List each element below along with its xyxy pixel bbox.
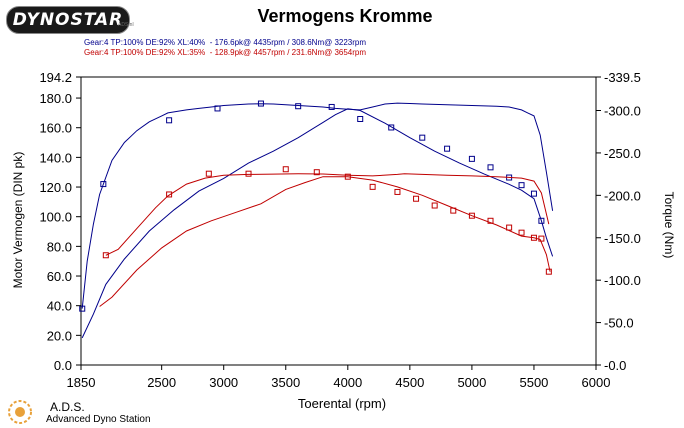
series-3-marker — [102, 252, 109, 259]
x-tick-label: 4500 — [395, 375, 424, 390]
x-tick-label: 2500 — [147, 375, 176, 390]
series-1-marker — [257, 100, 264, 107]
run-legend-2: Gear:4 TP:100% DE:92% XL:35% - 128.9pk@ … — [84, 48, 367, 57]
x-axis-label: Toerental (rpm) — [298, 396, 386, 411]
x-tick-label: 4000 — [333, 375, 362, 390]
series-line-2 — [81, 108, 554, 339]
series-2-marker — [357, 115, 364, 122]
series-4-marker — [450, 207, 457, 214]
series-3-marker — [205, 170, 212, 177]
series-4-marker — [487, 217, 494, 224]
series-1-marker — [79, 305, 86, 312]
series-3-marker — [282, 166, 289, 173]
run-legend-1: Gear:4 TP:100% DE:92% XL:40% - 176.6pk@ … — [84, 38, 367, 47]
x-tick-label: 1850 — [67, 375, 96, 390]
y-left-tick-label: 60.0 — [47, 269, 72, 284]
x-tick-label: 3500 — [271, 375, 300, 390]
series-4-marker — [468, 212, 475, 219]
y-axis-left-label: Motor Vermogen (DIN pk) — [11, 152, 25, 289]
series-4-marker — [506, 224, 513, 231]
y-left-tick-label: 80.0 — [47, 239, 72, 254]
series-2-marker — [530, 190, 537, 197]
y-left-tick-label: 0.0 — [54, 358, 72, 373]
series-line-4 — [99, 176, 551, 307]
series-1-marker — [214, 105, 221, 112]
y-right-tick-label: -250.0 — [604, 146, 641, 161]
series-4-marker — [545, 268, 552, 275]
series-4-marker — [344, 173, 351, 180]
y-right-tick-label: -150.0 — [604, 231, 641, 246]
y-left-tick-label: 40.0 — [47, 299, 72, 314]
series-line-1 — [81, 102, 554, 309]
y-right-tick-label: -50.0 — [604, 316, 634, 331]
y-left-tick-label: 100.0 — [39, 210, 72, 225]
series-4-marker — [394, 188, 401, 195]
x-tick-label: 3000 — [209, 375, 238, 390]
y-left-tick-label: 180.0 — [39, 91, 72, 106]
series-2-marker — [468, 155, 475, 162]
plot-area — [80, 76, 597, 366]
series-4-marker — [369, 183, 376, 190]
ads-logo-icon — [8, 400, 32, 424]
series-1-marker — [100, 181, 107, 188]
series-line-3 — [105, 173, 550, 256]
plot-frame — [80, 76, 597, 366]
x-tick-label: 5500 — [519, 375, 548, 390]
series-layer — [79, 100, 554, 339]
y-left-tick-label: 120.0 — [39, 180, 72, 195]
series-2-marker — [487, 164, 494, 171]
y-left-tick-label: 194.2 — [39, 70, 72, 85]
series-4-marker — [431, 202, 438, 209]
y-right-tick-label: -300.0 — [604, 104, 641, 119]
y-right-tick-label: -0.0 — [604, 358, 626, 373]
axes: 1850 2500 3000 3500 4000 4500 5000 5500 6000 0.0 2… — [39, 70, 640, 390]
series-3-marker — [313, 169, 320, 176]
dynostar-logo: DYNOSTAR — [6, 6, 130, 34]
y-left-tick-label: 20.0 — [47, 328, 72, 343]
x-tick-label: 6000 — [582, 375, 611, 390]
y-left-tick-label: 160.0 — [39, 121, 72, 136]
series-4-marker — [413, 195, 420, 202]
series-3-marker — [166, 191, 173, 198]
series-2-marker — [444, 145, 451, 152]
logo-text: DYNOSTAR — [12, 10, 124, 30]
series-1-marker — [328, 103, 335, 110]
y-right-tick-label: -100.0 — [604, 273, 641, 288]
series-4-marker — [530, 234, 537, 241]
y-right-tick-label: -339.5 — [604, 70, 641, 85]
y-axis-right-label: Torque (Nm) — [662, 192, 676, 259]
y-left-tick-label: 140.0 — [39, 150, 72, 165]
series-1-marker — [166, 117, 173, 124]
ads-title: A.D.S. — [50, 400, 85, 414]
series-4-marker — [538, 235, 545, 242]
series-2-marker — [388, 124, 395, 131]
series-2-marker — [419, 134, 426, 141]
series-4-marker — [518, 229, 525, 236]
x-tick-label: 5000 — [457, 375, 486, 390]
chart-title: Vermogens Kromme — [257, 6, 433, 26]
series-1-marker — [295, 103, 302, 110]
series-2-marker — [538, 217, 545, 224]
series-3-marker — [245, 170, 252, 177]
y-right-tick-label: -200.0 — [604, 188, 641, 203]
logo-subtext: ADS.nl — [118, 22, 134, 28]
series-2-marker — [518, 182, 525, 189]
ads-subtitle: Advanced Dyno Station — [46, 414, 151, 425]
